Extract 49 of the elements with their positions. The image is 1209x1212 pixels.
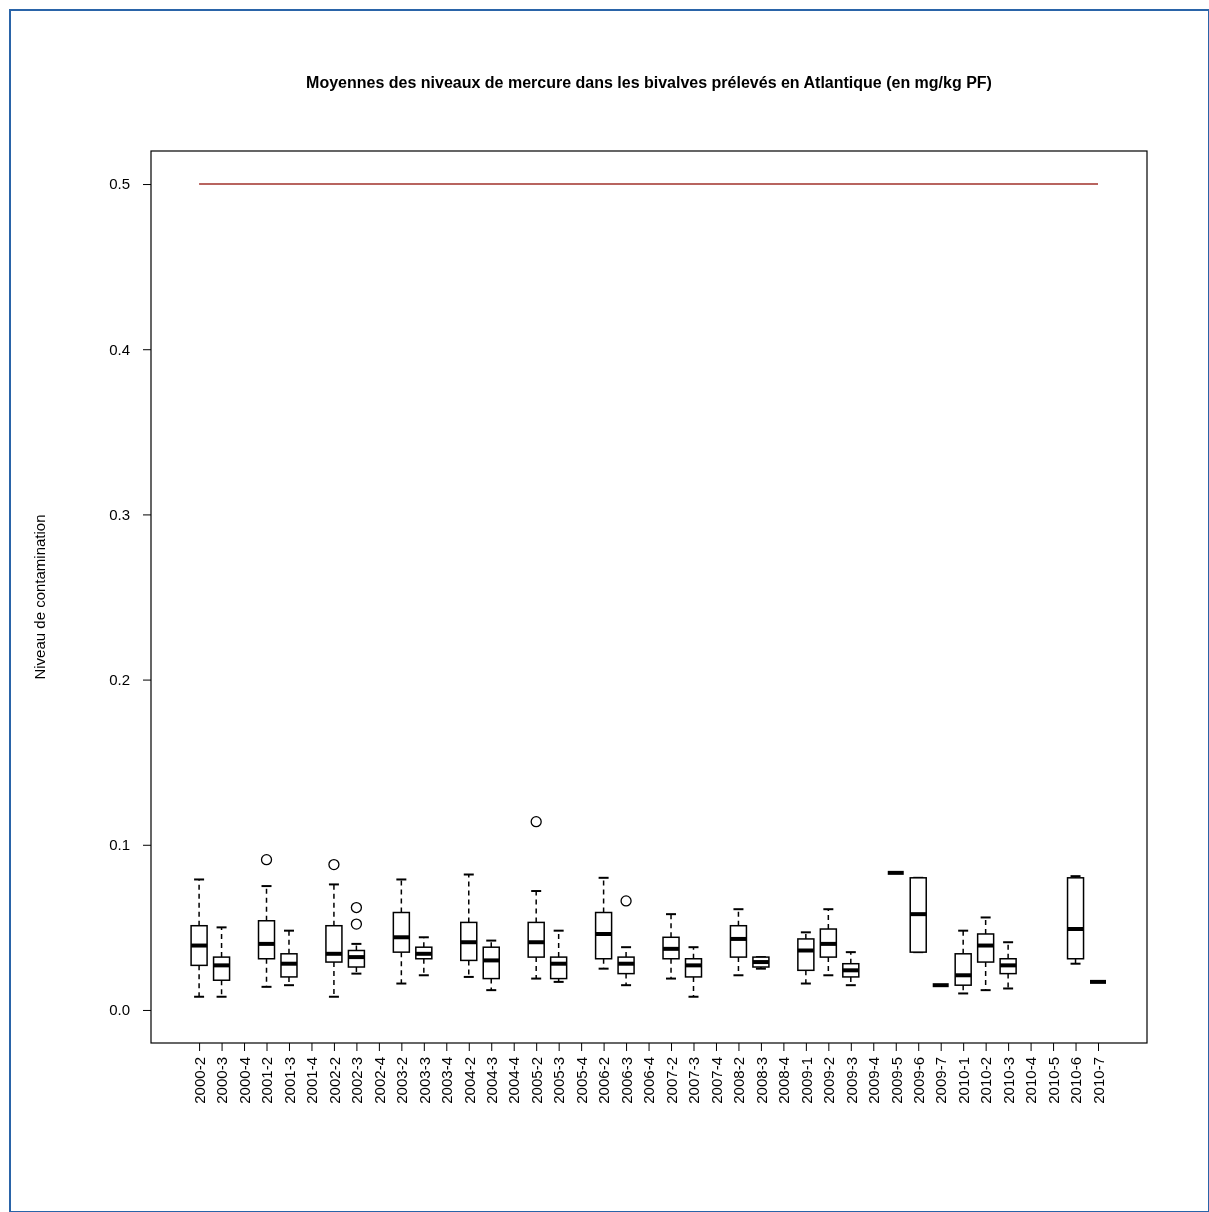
x-tick-label: 2010-6 xyxy=(1067,1057,1085,1104)
y-tick-label: 0.4 xyxy=(109,340,130,358)
x-tick-label: 2000-4 xyxy=(235,1057,253,1104)
x-tick-label: 2010-7 xyxy=(1089,1057,1107,1104)
x-tick-label: 2009-6 xyxy=(909,1057,927,1104)
x-tick-label: 2006-4 xyxy=(640,1057,658,1104)
x-tick-label: 2005-3 xyxy=(550,1057,568,1104)
x-tick-label: 2007-2 xyxy=(662,1057,680,1104)
x-tick-label: 2003-3 xyxy=(415,1057,433,1104)
x-tick-label: 2010-3 xyxy=(999,1057,1017,1104)
x-tick-label: 2002-4 xyxy=(370,1057,388,1104)
x-tick-label: 2008-3 xyxy=(752,1057,770,1104)
x-tick-label: 2003-2 xyxy=(393,1057,411,1104)
x-tick-label: 2008-4 xyxy=(775,1057,793,1104)
x-tick-label: 2006-3 xyxy=(617,1057,635,1104)
x-tick-label: 2001-2 xyxy=(258,1057,276,1104)
x-tick-label: 2003-4 xyxy=(438,1057,456,1104)
x-tick-label: 2005-2 xyxy=(527,1057,545,1104)
chart-title: Moyennes des niveaux de mercure dans les bivalves prélevés en Atlantique (en mg/kg PF) xyxy=(306,74,992,91)
x-tick-label: 2005-4 xyxy=(572,1057,590,1104)
x-tick-label: 2000-2 xyxy=(190,1057,208,1104)
x-tick-label: 2010-4 xyxy=(1022,1057,1040,1104)
x-tick-label: 2009-2 xyxy=(820,1057,838,1104)
x-tick-label: 2001-3 xyxy=(280,1057,298,1104)
x-tick-label: 2000-3 xyxy=(213,1057,231,1104)
x-tick-label: 2004-2 xyxy=(460,1057,478,1104)
y-tick-label: 0.1 xyxy=(109,836,130,854)
x-tick-label: 2007-3 xyxy=(685,1057,703,1104)
x-tick-label: 2004-3 xyxy=(482,1057,500,1104)
x-tick-label: 2006-2 xyxy=(595,1057,613,1104)
x-tick-label: 2007-4 xyxy=(707,1057,725,1104)
x-tick-label: 2010-2 xyxy=(977,1057,995,1104)
x-tick-label: 2009-4 xyxy=(865,1057,883,1104)
x-tick-label: 2001-4 xyxy=(303,1057,321,1104)
x-tick-label: 2008-2 xyxy=(730,1057,748,1104)
x-tick-label: 2009-5 xyxy=(887,1057,905,1104)
y-tick-label: 0.0 xyxy=(109,1001,130,1019)
x-tick-label: 2010-5 xyxy=(1044,1057,1062,1104)
x-tick-label: 2009-7 xyxy=(932,1057,950,1104)
x-tick-label: 2002-3 xyxy=(348,1057,366,1104)
x-tick-label: 2010-1 xyxy=(954,1057,972,1104)
x-tick-label: 2002-2 xyxy=(325,1057,343,1104)
x-tick-label: 2004-4 xyxy=(505,1057,523,1104)
y-tick-label: 0.5 xyxy=(109,175,130,193)
y-tick-label: 0.3 xyxy=(109,505,130,523)
y-axis-title: Niveau de contamination xyxy=(31,514,48,680)
x-tick-label: 2009-1 xyxy=(797,1057,815,1104)
x-tick-label: 2009-3 xyxy=(842,1057,860,1104)
y-tick-label: 0.2 xyxy=(109,670,130,688)
